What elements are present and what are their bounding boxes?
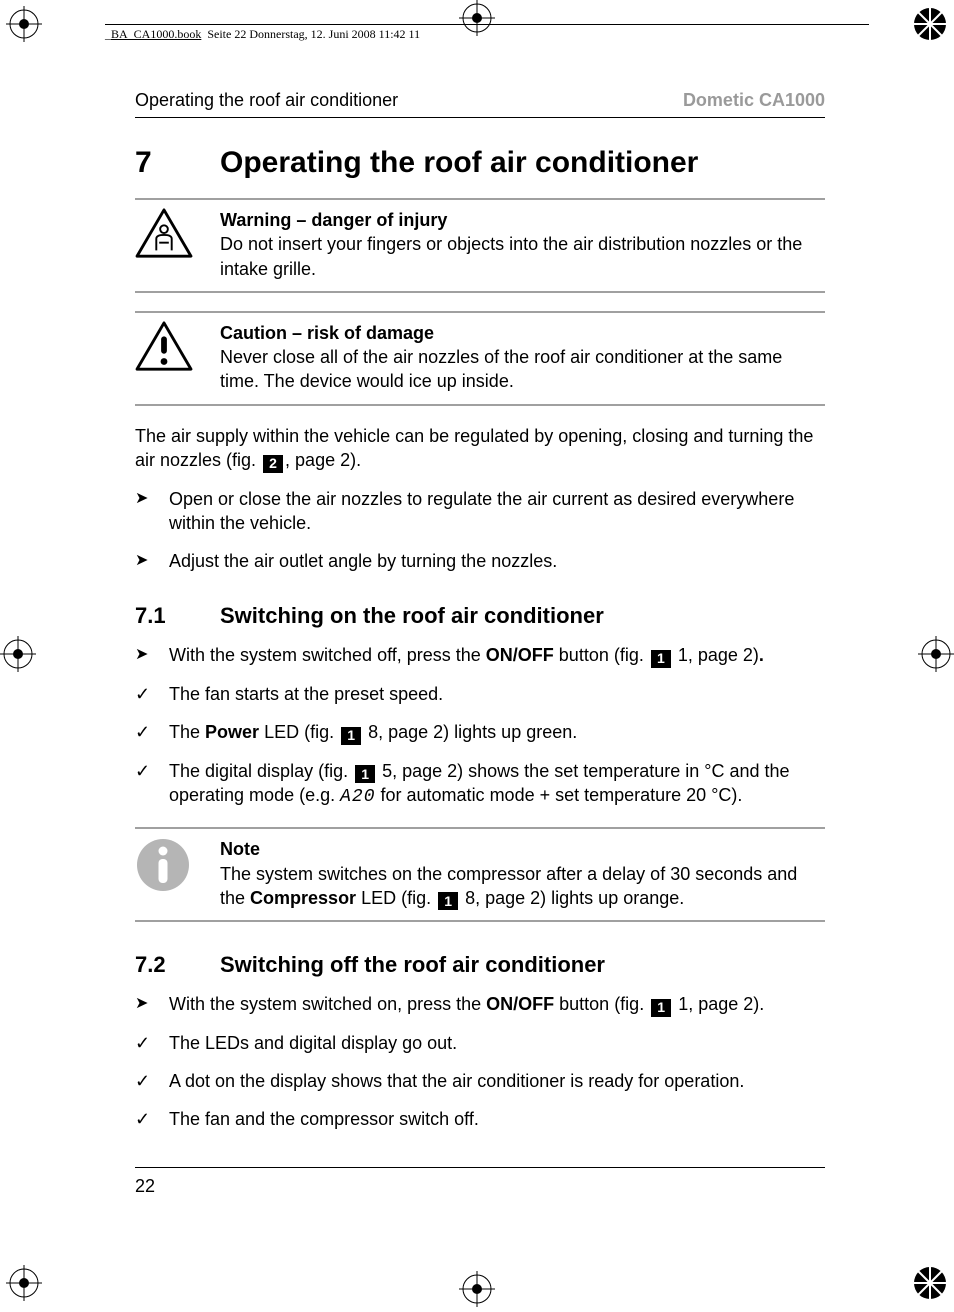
crop-mark-icon xyxy=(6,1265,42,1301)
result-item: The fan starts at the preset speed. xyxy=(135,682,825,706)
warning-callout: Warning – danger of injury Do not insert… xyxy=(135,198,825,293)
step-item: Adjust the air outlet angle by turning t… xyxy=(135,549,825,573)
page-content: Operating the roof air conditioner Domet… xyxy=(135,90,825,1146)
warning-person-icon xyxy=(135,208,193,260)
subsection-title: Switching off the roof air conditioner xyxy=(220,952,605,978)
text: LED (fig. xyxy=(259,722,339,742)
meta-pageinfo: Seite 22 Donnerstag, 12. Juni 2008 11:42… xyxy=(207,27,420,41)
fig-ref-badge: 1 xyxy=(341,727,361,745)
step-item: With the system switched off, press the … xyxy=(135,643,825,667)
result-item: The fan and the compressor switch off. xyxy=(135,1107,825,1131)
sec71-step-list: With the system switched off, press the … xyxy=(135,643,825,667)
meta-filename: BA_CA1000.book xyxy=(111,27,201,41)
subsection-7-2: 7.2 Switching off the roof air condition… xyxy=(135,952,825,978)
fig-ref-badge: 2 xyxy=(263,455,283,473)
text: 1, page 2) xyxy=(673,645,759,665)
caution-title: Caution – risk of damage xyxy=(220,321,825,345)
result-item: The LEDs and digital display go out. xyxy=(135,1031,825,1055)
fig-ref-badge: 1 xyxy=(651,999,671,1017)
text: LED (fig. xyxy=(356,888,436,908)
crop-mark-icon xyxy=(912,1265,948,1301)
text: The xyxy=(169,722,205,742)
crop-mark-icon xyxy=(6,6,42,42)
caution-callout: Caution – risk of damage Never close all… xyxy=(135,311,825,406)
page-footer: 22 xyxy=(135,1167,825,1197)
crop-mark-icon xyxy=(459,1271,495,1307)
sec72-step-list: With the system switched on, press the O… xyxy=(135,992,825,1016)
running-head-left: Operating the roof air conditioner xyxy=(135,90,398,111)
subsection-number: 7.1 xyxy=(135,603,220,629)
subsection-title: Switching on the roof air conditioner xyxy=(220,603,604,629)
text: button (fig. xyxy=(554,994,649,1014)
fig-ref-badge: 1 xyxy=(355,765,375,783)
bold-text: Compressor xyxy=(250,888,356,908)
running-head-right: Dometic CA1000 xyxy=(683,90,825,111)
caution-exclaim-icon xyxy=(135,321,193,373)
caution-body: Never close all of the air nozzles of th… xyxy=(220,345,825,394)
page-number: 22 xyxy=(135,1176,155,1196)
bold-text: ON/OFF xyxy=(486,994,554,1014)
intro-text-2: , page 2). xyxy=(285,450,361,470)
text: button (fig. xyxy=(554,645,649,665)
sec72-results-list: The LEDs and digital display go out. A d… xyxy=(135,1031,825,1132)
sec71-results-list: The fan starts at the preset speed. The … xyxy=(135,682,825,809)
note-body: The system switches on the compressor af… xyxy=(220,862,825,911)
bold-text: Power xyxy=(205,722,259,742)
text: for automatic mode + set temperature 20 … xyxy=(376,785,743,805)
fig-ref-badge: 1 xyxy=(651,650,671,668)
info-icon xyxy=(135,837,191,893)
result-item: A dot on the display shows that the air … xyxy=(135,1069,825,1093)
crop-mark-icon xyxy=(912,6,948,42)
running-head: Operating the roof air conditioner Domet… xyxy=(135,90,825,118)
result-item: The digital display (fig. 1 5, page 2) s… xyxy=(135,759,825,810)
print-meta-line: _BA_CA1000.book Seite 22 Donnerstag, 12.… xyxy=(105,24,869,42)
intro-paragraph: The air supply within the vehicle can be… xyxy=(135,424,825,473)
bold-text: . xyxy=(759,645,764,665)
text: 8, page 2) lights up green. xyxy=(363,722,577,742)
fig-ref-badge: 1 xyxy=(438,892,458,910)
step-item: With the system switched on, press the O… xyxy=(135,992,825,1016)
step-item: Open or close the air nozzles to regulat… xyxy=(135,487,825,536)
chapter-number: 7 xyxy=(135,146,220,180)
text: With the system switched off, press the xyxy=(169,645,486,665)
text: With the system switched on, press the xyxy=(169,994,486,1014)
warning-title: Warning – danger of injury xyxy=(220,208,825,232)
text: 1, page 2). xyxy=(673,994,764,1014)
intro-text-1: The air supply within the vehicle can be… xyxy=(135,426,813,470)
intro-steps-list: Open or close the air nozzles to regulat… xyxy=(135,487,825,574)
note-callout: Note The system switches on the compress… xyxy=(135,827,825,922)
note-title: Note xyxy=(220,837,825,861)
text: The digital display (fig. xyxy=(169,761,353,781)
text: 8, page 2) lights up orange. xyxy=(460,888,684,908)
segment-display-text: A20 xyxy=(340,787,375,807)
crop-mark-icon xyxy=(918,636,954,672)
chapter-heading: 7 Operating the roof air conditioner xyxy=(135,146,825,180)
subsection-7-1: 7.1 Switching on the roof air conditione… xyxy=(135,603,825,629)
result-item: The Power LED (fig. 1 8, page 2) lights … xyxy=(135,720,825,744)
subsection-number: 7.2 xyxy=(135,952,220,978)
crop-mark-icon xyxy=(0,636,36,672)
bold-text: ON/OFF xyxy=(486,645,554,665)
chapter-title: Operating the roof air conditioner xyxy=(220,146,698,180)
warning-body: Do not insert your fingers or objects in… xyxy=(220,232,825,281)
